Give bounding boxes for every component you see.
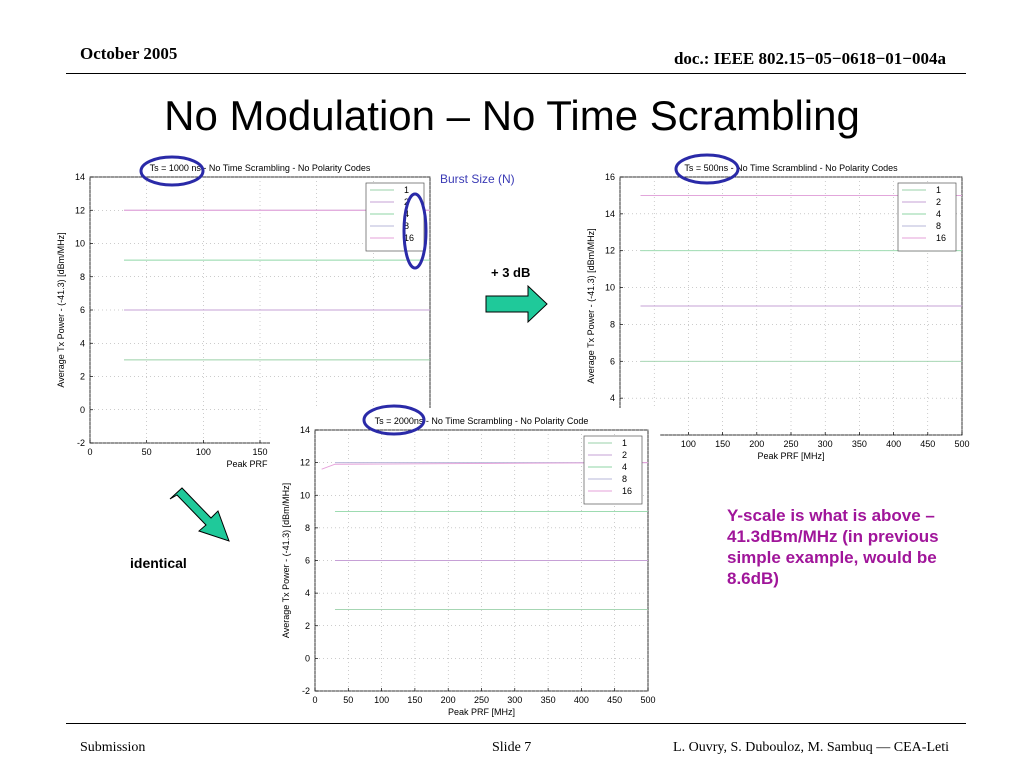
- x-tick-label: 150: [715, 439, 730, 449]
- y-tick-label: -2: [77, 438, 85, 448]
- x-tick-label: 100: [196, 447, 211, 457]
- x-tick-label: 200: [749, 439, 764, 449]
- x-tick-label: 100: [681, 439, 696, 449]
- header-doc-id: doc.: IEEE 802.15−05−0618−01−004a: [673, 49, 946, 68]
- y-tick-label: 16: [605, 172, 615, 182]
- y-tick-label: 8: [305, 523, 310, 533]
- x-axis-label: Peak PRF [MHz]: [226, 459, 293, 469]
- header-divider: [66, 73, 966, 74]
- y-tick-label: 14: [300, 425, 310, 435]
- legend-entry-16: 16: [404, 233, 414, 243]
- chart-ts-2000-svg: 0 50 100 150 200 250 300 350 400 450 500-202468101…: [281, 416, 656, 717]
- y-axis-label: Average Tx Power - (-41.3) [dBm/MHz]: [586, 228, 596, 383]
- legend-box: [583, 435, 643, 505]
- x-tick-label: 350: [852, 439, 867, 449]
- y-tick-label: 4: [80, 338, 85, 348]
- x-tick-label: 50: [343, 695, 353, 705]
- y-tick-label: 10: [75, 239, 85, 249]
- slide-title: No Modulation – No Time Scrambling: [164, 92, 860, 139]
- y-axis-label: Average Tx Power - (-41.3) [dBm/MHz]: [281, 483, 291, 638]
- legend-entry-4: 4: [404, 209, 409, 219]
- identical-label: identical: [130, 555, 187, 571]
- x-tick-label: 200: [441, 695, 456, 705]
- chart-ts-500-svg: 0501001502002503003504004505002468101214…: [586, 163, 970, 461]
- y-tick-label: 12: [300, 458, 310, 468]
- legend-entry-16: 16: [936, 233, 946, 243]
- x-tick-label: 500: [954, 439, 969, 449]
- y-scale-note: Y-scale is what is above –41.3dBm/MHz (i…: [727, 506, 939, 588]
- x-tick-label: 150: [407, 695, 422, 705]
- chart-title: Ts = 2000ns - No Time Scrambling - No Po…: [375, 416, 589, 426]
- x-tick-label: 250: [474, 695, 489, 705]
- chart-title: Ts = 1000 ns - No Time Scrambling - No P…: [150, 163, 371, 173]
- legend-entry-4: 4: [936, 209, 941, 219]
- y-tick-label: 2: [80, 372, 85, 382]
- right-arrow-icon: [485, 284, 548, 324]
- y-tick-label: 10: [300, 490, 310, 500]
- legend-entry-4: 4: [622, 462, 627, 472]
- x-tick-label: 450: [920, 439, 935, 449]
- legend-entry-1: 1: [404, 185, 409, 195]
- y-tick-label: 6: [305, 556, 310, 566]
- y-tick-label: 0: [305, 653, 310, 663]
- y-tick-label: 10: [605, 283, 615, 293]
- x-tick-label: 350: [541, 695, 556, 705]
- x-tick-label: 100: [374, 695, 389, 705]
- x-tick-label: 500: [640, 695, 655, 705]
- chart-ts-2000: 0 50 100 150 200 250 300 350 400 450 500 -2 0 2 4 6 8 10 1…: [270, 408, 660, 723]
- legend-entry-8: 8: [622, 474, 627, 484]
- x-tick-label: 300: [818, 439, 833, 449]
- legend-entry-1: 1: [936, 185, 941, 195]
- y-tick-label: 6: [610, 356, 615, 366]
- burst-size-label: Burst Size (N): [440, 172, 515, 186]
- legend-box: [365, 182, 425, 252]
- y-tick-label: 14: [605, 209, 615, 219]
- x-tick-label: 250: [783, 439, 798, 449]
- y-tick-label: 12: [605, 246, 615, 256]
- footer-divider: [66, 723, 966, 724]
- chart-title: Ts = 500ns - No Time Scramblind - No Pol…: [684, 163, 898, 173]
- legend-entry-1: 1: [622, 438, 627, 448]
- x-tick-label: 150: [252, 447, 267, 457]
- footer-authors: L. Ouvry, S. Dubouloz, M. Sambuq — CEA-L…: [673, 740, 949, 755]
- x-tick-label: 0: [312, 695, 317, 705]
- y-axis-label: Average Tx Power - (-41.3) [dBm/MHz]: [56, 232, 66, 387]
- x-axis-label: Peak PRF [MHz]: [448, 707, 515, 717]
- legend-box: [897, 182, 957, 252]
- legend-entry-2: 2: [936, 197, 941, 207]
- y-tick-label: -2: [302, 686, 310, 696]
- gain-label: + 3 dB: [491, 265, 531, 280]
- header-date: October 2005: [80, 44, 178, 63]
- x-tick-label: 300: [507, 695, 522, 705]
- y-tick-label: 8: [80, 272, 85, 282]
- x-tick-label: 450: [607, 695, 622, 705]
- y-tick-label: 6: [80, 305, 85, 315]
- y-tick-label: 2: [305, 621, 310, 631]
- legend-entry-2: 2: [622, 450, 627, 460]
- legend-entry-16: 16: [622, 486, 632, 496]
- y-tick-label: 0: [80, 405, 85, 415]
- x-tick-label: 400: [574, 695, 589, 705]
- x-axis-label: Peak PRF [MHz]: [757, 451, 824, 461]
- y-tick-label: 4: [610, 393, 615, 403]
- legend-entry-8: 8: [936, 221, 941, 231]
- diagonal-arrow-icon: [169, 487, 230, 542]
- x-tick-label: 400: [886, 439, 901, 449]
- legend-entry-8: 8: [404, 221, 409, 231]
- footer-submission: Submission: [80, 740, 146, 755]
- legend-entry-2: 2: [404, 197, 409, 207]
- y-tick-label: 12: [75, 205, 85, 215]
- x-tick-label: 0: [87, 447, 92, 457]
- x-tick-label: 50: [142, 447, 152, 457]
- series-line-16: [321, 462, 649, 470]
- y-tick-label: 4: [305, 588, 310, 598]
- footer-slide-number: Slide 7: [492, 740, 532, 755]
- y-tick-label: 8: [610, 319, 615, 329]
- y-tick-label: 14: [75, 172, 85, 182]
